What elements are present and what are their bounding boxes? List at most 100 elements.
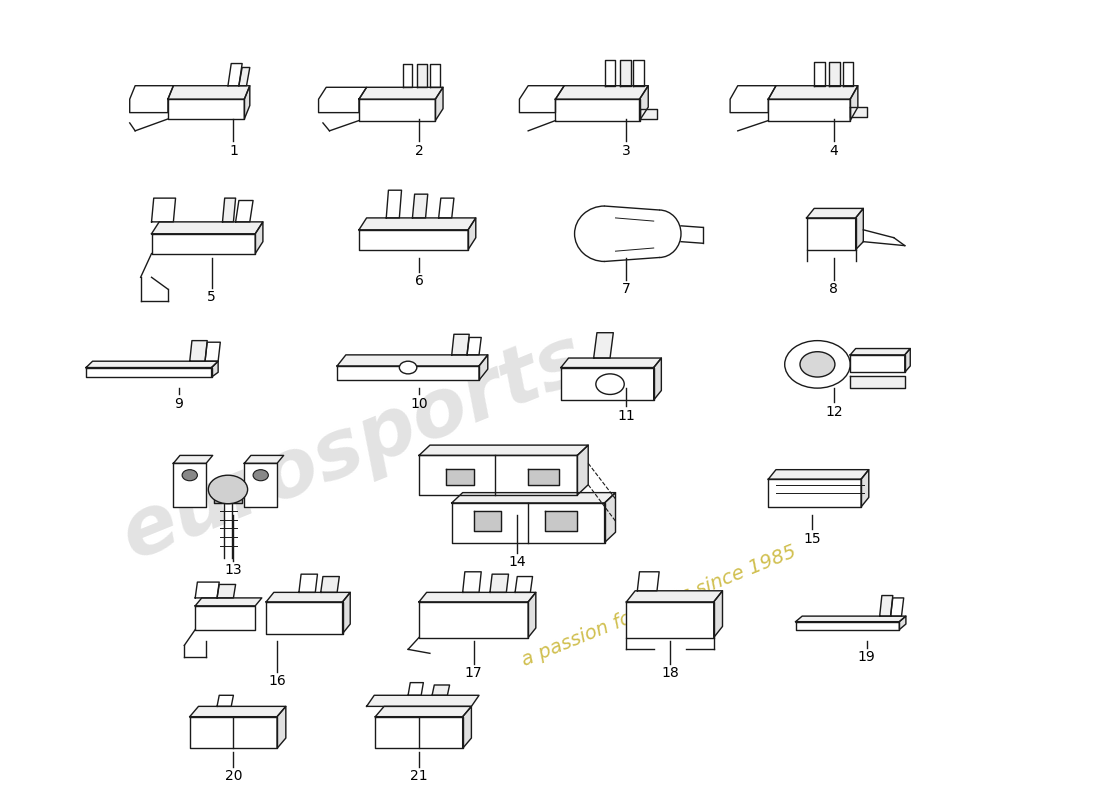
Text: 21: 21 [410,769,428,783]
Text: 18: 18 [661,666,679,680]
Polygon shape [130,86,174,113]
Polygon shape [768,479,861,507]
Polygon shape [829,62,840,86]
Polygon shape [806,209,864,218]
Polygon shape [205,342,220,362]
Polygon shape [408,682,424,695]
Polygon shape [195,606,255,630]
Polygon shape [561,367,653,400]
Polygon shape [626,602,714,638]
Polygon shape [375,706,472,717]
Circle shape [800,352,835,377]
Polygon shape [594,333,614,358]
Text: 2: 2 [415,144,424,158]
Polygon shape [806,218,856,250]
Polygon shape [795,622,900,630]
Polygon shape [861,470,869,507]
Polygon shape [168,99,244,119]
Polygon shape [152,234,255,254]
Polygon shape [528,592,536,638]
Polygon shape [814,62,825,86]
Polygon shape [412,194,428,218]
Text: 16: 16 [268,674,286,688]
Polygon shape [244,455,284,463]
Polygon shape [850,349,910,355]
Polygon shape [637,572,659,590]
Polygon shape [228,63,242,86]
Polygon shape [359,218,476,230]
Polygon shape [620,59,630,86]
Polygon shape [152,222,263,234]
Polygon shape [639,86,648,121]
Polygon shape [319,87,366,113]
Text: 4: 4 [829,144,838,158]
Polygon shape [342,592,350,634]
Text: 19: 19 [858,650,876,664]
Polygon shape [768,470,869,479]
Polygon shape [528,469,559,485]
Polygon shape [211,362,218,377]
Polygon shape [463,706,472,748]
Text: eurosports: eurosports [110,319,597,576]
Polygon shape [515,577,532,592]
Polygon shape [277,706,286,748]
Text: a passion for parts since 1985: a passion for parts since 1985 [519,542,800,670]
Text: 10: 10 [410,397,428,411]
Polygon shape [189,717,277,748]
Polygon shape [714,590,723,638]
Polygon shape [195,598,262,606]
Polygon shape [359,87,443,99]
Circle shape [784,341,850,388]
Polygon shape [217,585,235,598]
Text: 20: 20 [224,769,242,783]
Polygon shape [850,86,858,121]
Polygon shape [478,355,487,380]
Polygon shape [850,376,905,388]
Polygon shape [463,572,481,592]
Polygon shape [244,86,250,119]
Polygon shape [468,338,481,355]
Polygon shape [266,602,342,634]
Text: 14: 14 [508,555,526,570]
Polygon shape [321,577,339,592]
Text: 8: 8 [829,282,838,296]
Text: 17: 17 [465,666,483,680]
Polygon shape [152,198,176,222]
Polygon shape [168,86,250,99]
Polygon shape [544,511,578,530]
Polygon shape [519,86,564,113]
Text: 9: 9 [175,397,184,411]
Polygon shape [266,592,350,602]
Polygon shape [556,99,639,121]
Polygon shape [452,493,616,503]
Polygon shape [419,602,528,638]
Text: 15: 15 [803,531,821,546]
Polygon shape [86,362,218,367]
Polygon shape [626,590,723,602]
Polygon shape [843,62,854,86]
Polygon shape [605,493,616,542]
Polygon shape [436,87,443,121]
Text: 11: 11 [617,409,636,423]
Polygon shape [299,574,318,592]
Polygon shape [217,695,233,706]
Polygon shape [639,109,657,119]
Polygon shape [605,59,616,86]
Polygon shape [174,455,212,463]
Polygon shape [189,341,207,362]
Polygon shape [213,491,242,503]
Polygon shape [578,445,588,495]
Circle shape [596,374,624,394]
Polygon shape [366,695,478,706]
Polygon shape [359,230,469,250]
Polygon shape [469,218,476,250]
Polygon shape [490,574,508,592]
Polygon shape [653,358,661,400]
Circle shape [183,470,197,481]
Polygon shape [189,706,286,717]
Polygon shape [419,445,588,455]
Text: 6: 6 [415,274,424,288]
Polygon shape [850,107,867,118]
Polygon shape [891,598,904,616]
Polygon shape [856,209,864,250]
